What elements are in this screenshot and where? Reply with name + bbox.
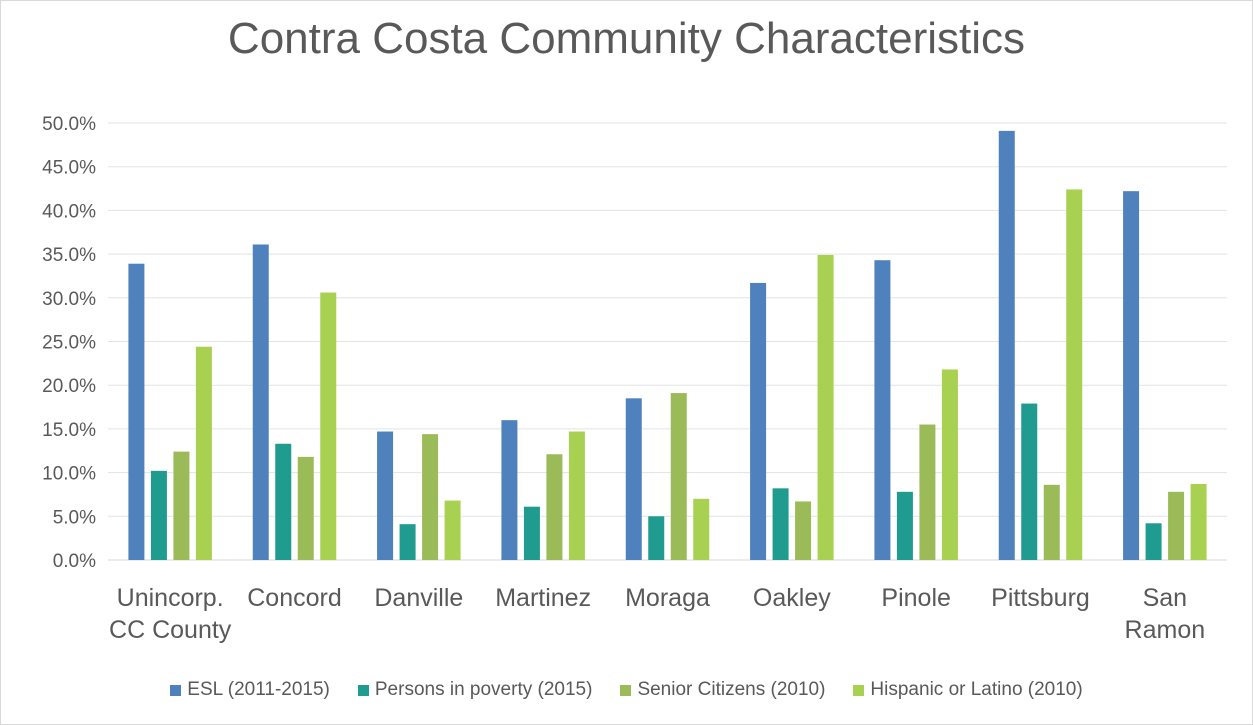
chart-title: Contra Costa Community Characteristics: [227, 14, 1026, 63]
bar: [693, 498, 710, 560]
bar: [150, 470, 167, 560]
x-tick-label: Concord: [247, 584, 342, 612]
bar: [195, 346, 212, 560]
bar: [128, 263, 145, 560]
bar: [568, 431, 585, 560]
y-tick-label: 20.0%: [42, 376, 96, 397]
chart-legend: ESL (2011-2015) Persons in poverty (2015)…: [0, 679, 1253, 701]
bar: [523, 506, 540, 560]
y-tick-label: 15.0%: [42, 420, 96, 441]
bar: [1021, 403, 1038, 560]
bar: [817, 254, 834, 560]
bar: [173, 451, 190, 560]
y-tick-label: 25.0%: [42, 333, 96, 354]
legend-swatch: [853, 684, 865, 696]
x-tick-label: Pittsburg: [991, 584, 1090, 612]
x-tick-label: Danville: [374, 584, 463, 612]
bar: [297, 456, 314, 560]
legend-item: Hispanic or Latino (2010): [853, 679, 1083, 701]
bar: [750, 282, 767, 560]
bar: [252, 244, 269, 560]
legend-label: ESL (2011-2015): [187, 679, 330, 700]
bar: [501, 420, 518, 560]
bar: [444, 500, 461, 560]
bar: [896, 491, 913, 560]
bar: [919, 424, 936, 560]
bar: [772, 488, 789, 560]
legend-label: Persons in poverty (2015): [374, 679, 593, 700]
bar: [1145, 523, 1162, 560]
x-tick-label: Ramon: [1125, 616, 1206, 644]
bar: [874, 260, 891, 560]
x-tick-label: Moraga: [625, 584, 710, 612]
bar: [1066, 189, 1083, 560]
x-tick-label: Martinez: [495, 584, 591, 612]
legend-swatch: [620, 684, 632, 696]
bar: [998, 130, 1015, 560]
y-tick-label: 50.0%: [42, 114, 96, 135]
legend-label: Hispanic or Latino (2010): [870, 679, 1083, 700]
y-tick-label: 40.0%: [42, 201, 96, 222]
bar: [1190, 483, 1207, 560]
legend-item: Senior Citizens (2010): [620, 679, 825, 701]
x-tick-label: Pinole: [881, 584, 951, 612]
bar: [320, 292, 337, 560]
x-tick-label: CC County: [109, 616, 232, 644]
bar: [399, 524, 416, 560]
legend-item: Persons in poverty (2015): [357, 679, 593, 701]
legend-label: Senior Citizens (2010): [637, 679, 826, 700]
y-tick-label: 35.0%: [42, 245, 96, 266]
y-tick-label: 0.0%: [53, 551, 96, 572]
bar: [1123, 191, 1140, 560]
x-tick-label: San: [1143, 584, 1187, 612]
legend-swatch: [357, 684, 369, 696]
bar: [546, 454, 563, 560]
y-tick-label: 45.0%: [42, 158, 96, 179]
bar: [648, 516, 665, 560]
y-tick-label: 30.0%: [42, 289, 96, 310]
bar: [422, 434, 439, 560]
bar: [275, 443, 292, 560]
bar: [625, 398, 642, 560]
bar: [795, 501, 812, 560]
y-tick-label: 10.0%: [42, 464, 96, 485]
bar: [1043, 484, 1060, 560]
legend-swatch: [170, 684, 182, 696]
legend-item: ESL (2011-2015): [170, 679, 330, 701]
x-tick-label: Oakley: [753, 584, 831, 612]
bar: [377, 431, 394, 560]
bar: [670, 393, 687, 560]
bar: [941, 369, 958, 560]
x-tick-label: Unincorp.: [117, 584, 224, 612]
bar: [1168, 491, 1185, 560]
y-tick-label: 5.0%: [53, 507, 96, 528]
